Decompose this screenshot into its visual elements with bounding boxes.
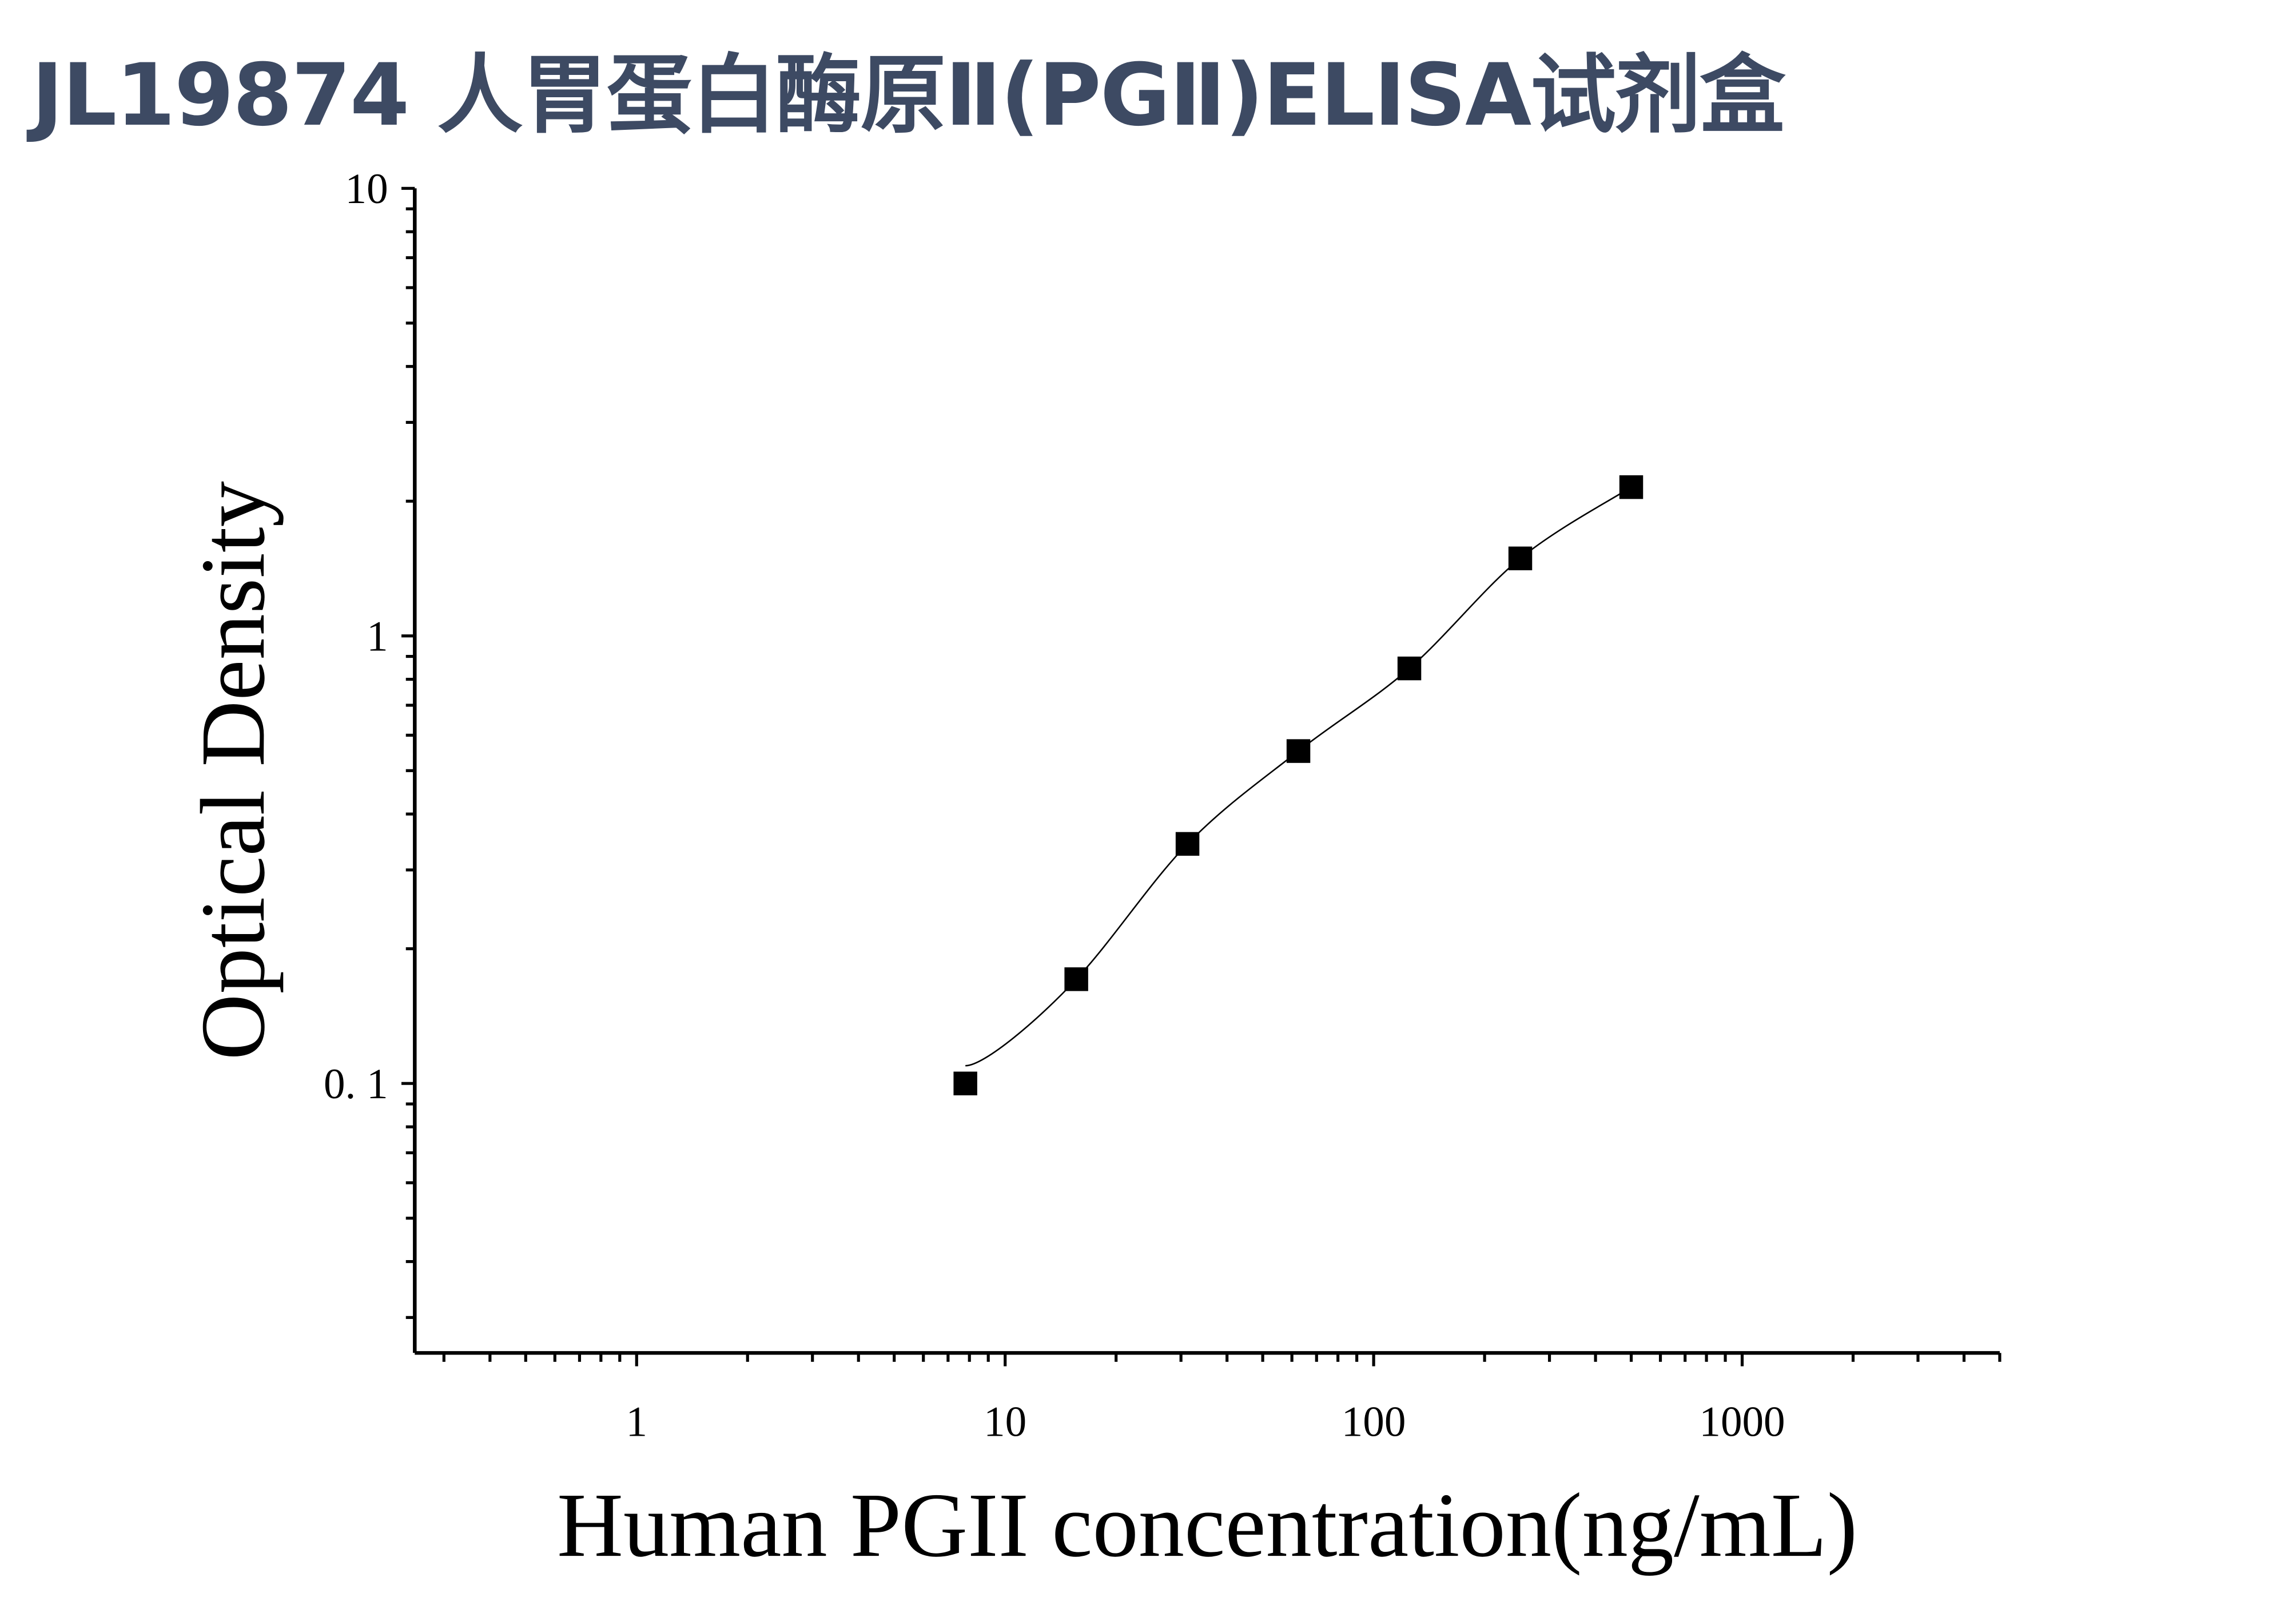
x-tick-label: 1000 [1699,1398,1785,1445]
data-marks [953,475,1644,1095]
x-axis-title: Human PGII concentration(ng/mL) [557,1474,1857,1576]
axes: 1 10 100 1000 0. 1 1 10 [324,165,2001,1445]
data-point [1508,546,1533,570]
x-tick-label: 1 [626,1398,647,1445]
y-tick-label: 1 [367,613,388,661]
y-tick-label: 10 [345,165,388,213]
x-tick-label: 10 [984,1398,1026,1445]
y-axis-title: Optical Density [182,481,284,1060]
data-point [953,1071,977,1095]
data-point [1064,967,1088,991]
chart-title: JL19874 人胃蛋白酶原Ⅱ(PGⅡ)ELISA试剂盒 [31,46,1785,145]
data-point [1175,832,1200,856]
y-tick-label: 0. 1 [324,1060,388,1108]
data-point [1619,475,1644,499]
data-point [1286,739,1311,763]
x-tick-label: 100 [1342,1398,1406,1445]
data-point [1397,656,1422,681]
